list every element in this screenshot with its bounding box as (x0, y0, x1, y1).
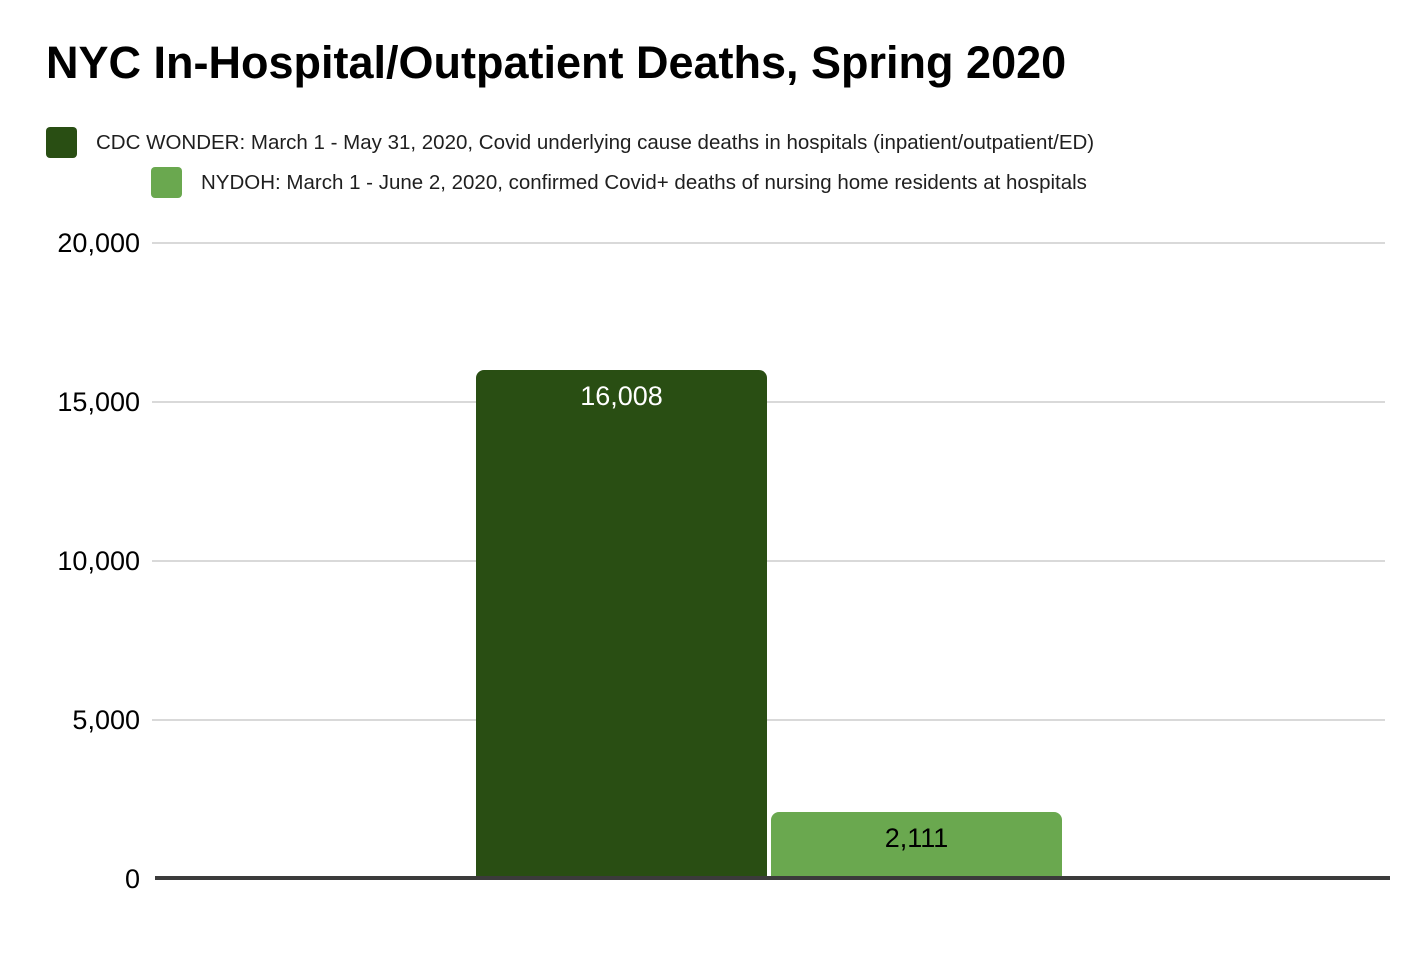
gridline (152, 401, 1385, 403)
y-axis-tick-label: 10,000 (57, 546, 140, 576)
x-axis-line (155, 876, 1390, 880)
legend-label-nydoh: NYDOH: March 1 - June 2, 2020, confirmed… (201, 170, 1087, 194)
y-axis-tick-label: 20,000 (57, 228, 140, 258)
legend-swatch-dark-green (46, 127, 77, 158)
legend-item-nydoh: NYDOH: March 1 - June 2, 2020, confirmed… (151, 167, 1087, 198)
y-axis-tick-label: 15,000 (57, 387, 140, 417)
gridline (152, 560, 1385, 562)
bar-value-label-cdc-wonder: 16,008 (580, 381, 663, 411)
chart-title: NYC In-Hospital/Outpatient Deaths, Sprin… (46, 37, 1067, 88)
y-axis-tick-label: 5,000 (72, 705, 140, 735)
gridline (152, 719, 1385, 721)
gridline (152, 242, 1385, 244)
legend-label-cdc-wonder: CDC WONDER: March 1 - May 31, 2020, Covi… (96, 130, 1095, 154)
bar-cdc-wonder[interactable]: 16,008 (476, 370, 767, 879)
bar-value-label-nydoh: 2,111 (884, 823, 949, 853)
bar-nydoh[interactable]: 2,111 (771, 812, 1062, 879)
legend-item-cdc-wonder: CDC WONDER: March 1 - May 31, 2020, Covi… (46, 127, 1094, 158)
y-axis-tick-label: 0 (124, 864, 140, 894)
legend-swatch-light-green (151, 167, 182, 198)
